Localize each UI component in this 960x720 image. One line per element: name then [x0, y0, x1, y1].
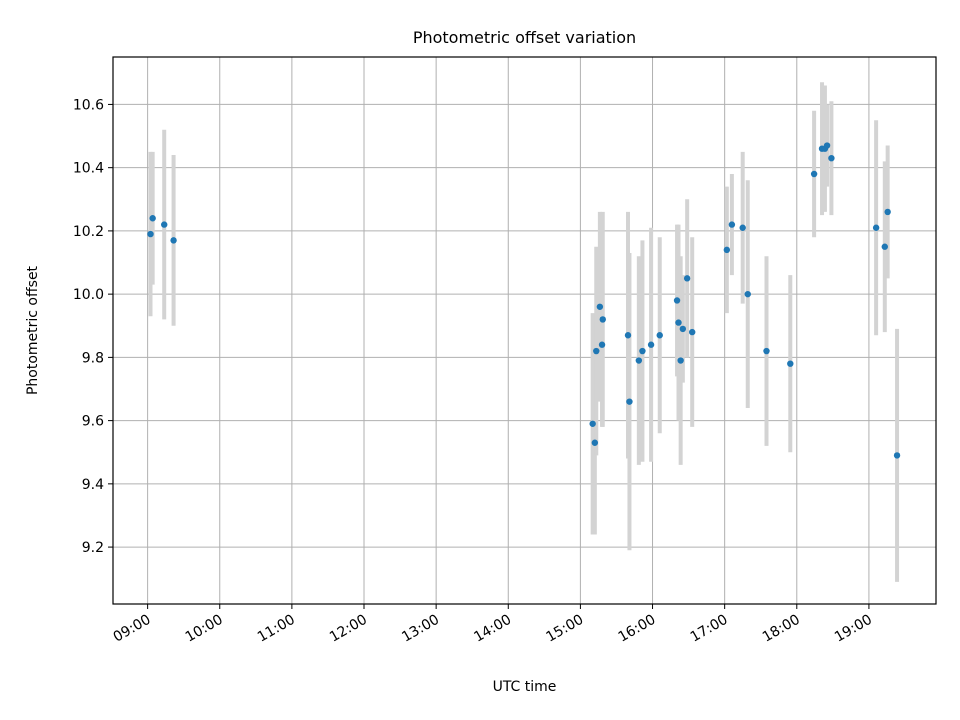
- data-point: [675, 319, 682, 326]
- data-point: [161, 221, 168, 228]
- data-point: [723, 246, 731, 254]
- data-point: [872, 224, 880, 231]
- data-point: [599, 316, 606, 323]
- data-point: [893, 452, 901, 459]
- data-point: [763, 347, 770, 355]
- data-point: [744, 290, 751, 298]
- x-axis-label: UTC time: [493, 679, 557, 695]
- data-point: [679, 325, 687, 333]
- chart-title: Photometric offset variation: [413, 28, 636, 47]
- data-point: [673, 297, 681, 304]
- y-tick-label: 9.6: [82, 414, 104, 430]
- data-point: [728, 221, 736, 228]
- data-point: [589, 420, 596, 427]
- y-axis-ticks: 9.2 9.4 9.6 9.8 10.0 10.2 10.4 10.6: [73, 97, 113, 556]
- data-point: [593, 347, 600, 355]
- data-point: [639, 347, 646, 355]
- data-point: [647, 341, 655, 348]
- data-point: [884, 208, 891, 216]
- data-point: [823, 142, 831, 149]
- y-tick-label: 10.4: [73, 161, 104, 177]
- y-tick-label: 10.6: [73, 97, 104, 113]
- data-point: [598, 341, 606, 348]
- data-point: [828, 154, 835, 162]
- data-point: [683, 275, 691, 282]
- data-point: [739, 224, 746, 231]
- data-point: [149, 215, 156, 222]
- data-point: [677, 357, 684, 364]
- data-point: [596, 303, 604, 310]
- data-points: [147, 142, 901, 459]
- y-tick-label: 9.4: [82, 477, 104, 493]
- y-tick-label: 9.8: [82, 350, 104, 366]
- data-point: [881, 243, 888, 250]
- data-point: [170, 237, 177, 244]
- data-point: [635, 357, 643, 364]
- y-tick-label: 10.0: [73, 287, 104, 303]
- data-point: [624, 332, 632, 339]
- data-point: [626, 398, 633, 405]
- data-point: [810, 170, 818, 178]
- grid-lines: [113, 57, 936, 604]
- data-point: [787, 360, 794, 367]
- y-tick-label: 9.2: [82, 540, 104, 556]
- data-point: [591, 439, 599, 446]
- data-point: [147, 230, 154, 238]
- data-point: [656, 332, 663, 339]
- data-point: [689, 328, 696, 336]
- axes-frame: [112, 56, 937, 605]
- y-tick-label: 10.2: [73, 224, 104, 240]
- y-axis-label: Photometric offset: [25, 265, 41, 395]
